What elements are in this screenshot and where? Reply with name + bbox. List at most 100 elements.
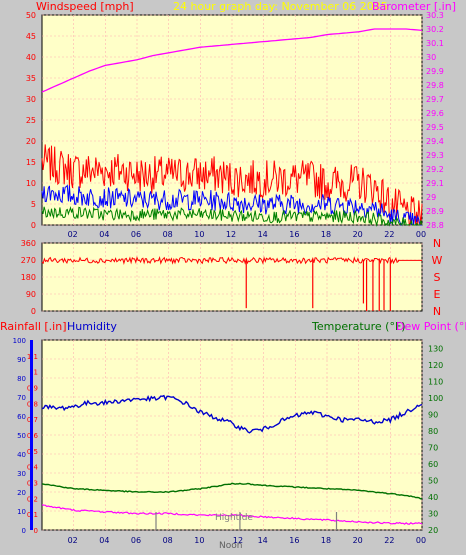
wind-x-tick-label: 08 <box>163 230 173 239</box>
wind-x-tick-label: 22 <box>384 230 394 239</box>
temp-tick-label: 120 <box>428 361 443 370</box>
hum-x-tick-label: 00 <box>416 536 426 545</box>
wind-x-tick-label: 10 <box>194 230 204 239</box>
temp-tick-label: 30 <box>428 509 438 518</box>
direction-letter: W <box>432 254 443 267</box>
windspeed-axis-label: Windspeed [mph] <box>36 0 134 13</box>
humidity-tick-label: 70 <box>17 394 26 402</box>
hum-x-tick-label: 06 <box>131 536 141 545</box>
tide-markers <box>155 512 338 530</box>
temp-tick-label: 20 <box>428 526 438 535</box>
barometer-tick-label: 29.7 <box>426 95 444 104</box>
humidity-tick-label: 10 <box>17 508 26 516</box>
dir-tick-label: 360 <box>21 239 36 248</box>
wind-tick-label: 50 <box>26 11 36 20</box>
rain-scale-bar <box>30 340 33 530</box>
barometer-series <box>41 28 423 93</box>
barometer-axis-label: Barometer [.in] <box>372 0 456 13</box>
humidity-tick-label: 90 <box>17 356 26 364</box>
hum-x-tick-label: 20 <box>353 536 363 545</box>
barometer-tick-label: 29.2 <box>426 165 444 174</box>
barometer-tick-label: 28.8 <box>426 221 444 230</box>
rain-tick-label: 1 <box>34 369 38 377</box>
wind-x-tick-label: 16 <box>289 230 299 239</box>
wind-x-tick-label: 02 <box>68 230 78 239</box>
temp-tick-label: 90 <box>428 410 438 419</box>
wind-tick-label: 5 <box>31 200 36 209</box>
wind-tick-label: 0 <box>31 221 36 230</box>
wind-x-tick-label: 14 <box>258 230 268 239</box>
temperature-line <box>41 482 423 500</box>
humidity-tick-label: 0 <box>22 527 26 535</box>
humidity-tick-label: 60 <box>17 413 26 421</box>
wind-tick-label: 35 <box>26 74 36 83</box>
hum-x-tick-label: 14 <box>258 536 268 545</box>
dir-tick-label: 180 <box>21 273 36 282</box>
temp-tick-label: 60 <box>428 460 438 469</box>
wind-x-tick-label: 04 <box>99 230 109 239</box>
wind-tick-label: 15 <box>26 158 36 167</box>
humidity-tick-label: 50 <box>17 432 26 440</box>
temp-tick-label: 50 <box>428 476 438 485</box>
humidity-series <box>41 394 423 525</box>
dewpoint-axis-label: Dew Point (°F) <box>396 320 466 333</box>
barometer-tick-label: 28.9 <box>426 207 444 216</box>
hum-x-tick-label: 08 <box>163 536 173 545</box>
barometer-tick-label: 30.2 <box>426 25 444 34</box>
temp-tick-label: 100 <box>428 394 443 403</box>
wind-tick-label: 30 <box>26 95 36 104</box>
humidity-axis-label: Humidity <box>67 320 117 333</box>
direction-series <box>41 256 422 311</box>
temp-tick-label: 110 <box>428 377 443 386</box>
direction-letter: S <box>434 271 441 284</box>
direction-letter: N <box>433 305 441 318</box>
humidity-tick-label: 30 <box>17 470 26 478</box>
temp-tick-label: 70 <box>428 443 438 452</box>
direction-letter: E <box>434 288 441 301</box>
barometer-tick-label: 29.4 <box>426 137 444 146</box>
wind-avg-line <box>41 184 422 226</box>
barometer-tick-label: 29.6 <box>426 109 444 118</box>
temp-tick-label: 40 <box>428 493 438 502</box>
wind-x-tick-label: 18 <box>321 230 331 239</box>
barometer-line <box>41 28 423 93</box>
direction-line <box>41 256 422 266</box>
humidity-tick-label: 20 <box>17 489 26 497</box>
wind-low-line <box>41 205 423 227</box>
wind-x-tick-label: 12 <box>226 230 236 239</box>
wind-series <box>41 144 423 227</box>
hum-x-tick-label: 12 <box>233 536 243 545</box>
dir-tick-label: 90 <box>26 290 36 299</box>
direction-letter: N <box>433 237 441 250</box>
barometer-tick-label: 29.8 <box>426 81 444 90</box>
chart-title: 24 hour graph day: November 06 2025 <box>173 0 388 13</box>
wind-tick-label: 40 <box>26 53 36 62</box>
rain-tick-label: 0 <box>34 527 38 535</box>
wind-tick-label: 10 <box>26 179 36 188</box>
hum-x-tick-label: 16 <box>289 536 299 545</box>
humidity-tick-label: 100 <box>13 337 26 345</box>
barometer-tick-label: 29.1 <box>426 179 444 188</box>
barometer-tick-label: 30.3 <box>426 11 444 20</box>
dir-tick-label: 270 <box>21 256 36 265</box>
wind-gust-line <box>41 144 423 227</box>
wind-x-tick-label: 20 <box>353 230 363 239</box>
wind-tick-label: 25 <box>26 116 36 125</box>
wind-x-tick-label: 06 <box>131 230 141 239</box>
barometer-tick-label: 29 <box>426 193 436 202</box>
temp-tick-label: 80 <box>428 427 438 436</box>
rainfall-axis-label: Rainfall [.in] <box>0 320 67 333</box>
hightide-label: Hightide <box>215 513 253 523</box>
dir-tick-label: 0 <box>31 307 36 316</box>
dewpoint-line <box>41 504 423 525</box>
hum-x-tick-label: 02 <box>68 536 78 545</box>
humidity-line <box>41 394 423 434</box>
hum-x-tick-label: 22 <box>384 536 394 545</box>
barometer-tick-label: 30.1 <box>426 39 444 48</box>
wind-x-tick-label: 00 <box>416 230 426 239</box>
barometer-tick-label: 29.3 <box>426 151 444 160</box>
hum-x-tick-label: 18 <box>321 536 331 545</box>
grid-lines <box>42 14 423 531</box>
